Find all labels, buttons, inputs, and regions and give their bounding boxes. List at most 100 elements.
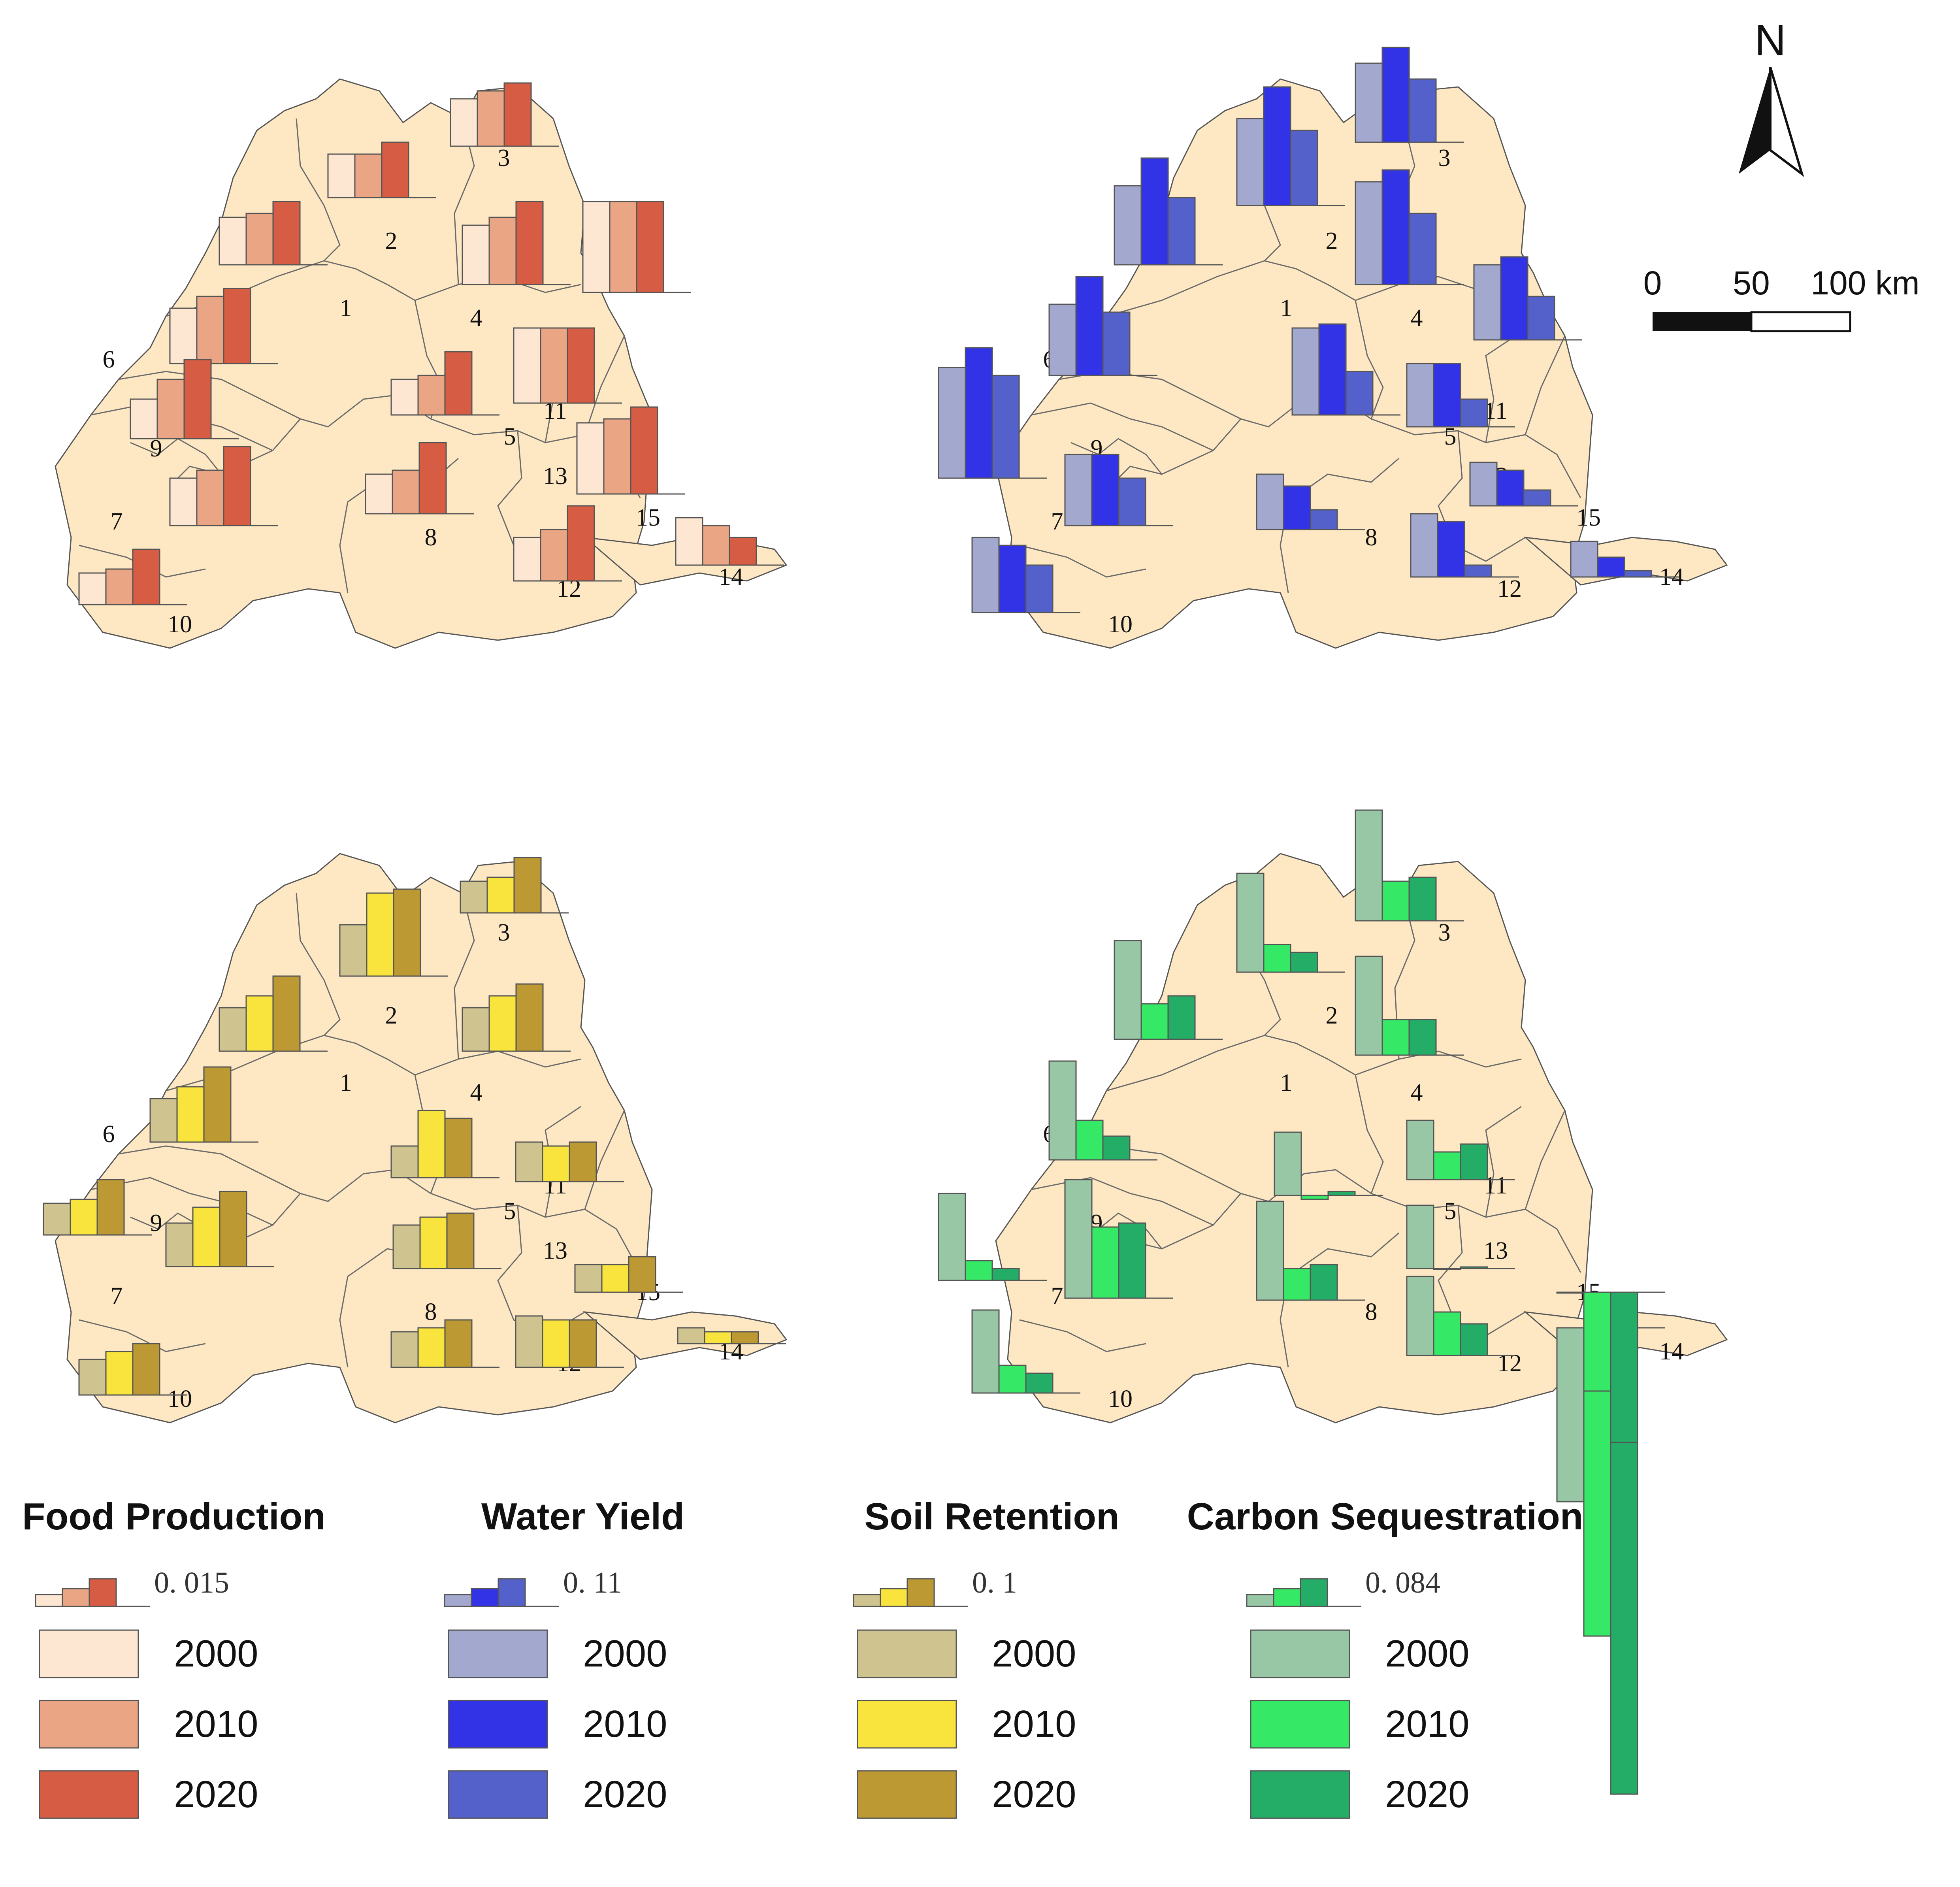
bar-group-region-11 — [513, 327, 622, 404]
bar-food-region-4-2000 — [462, 224, 490, 285]
bar-soil-region-9-2020 — [219, 1191, 247, 1267]
region-label-8: 8 — [1365, 1299, 1378, 1325]
legend-scale-bar-2010 — [62, 1588, 90, 1607]
bar-water-region-5-2010 — [1318, 323, 1347, 416]
bar-soil-region-2-2000 — [339, 924, 368, 977]
bar-carbon-region-6-2010 — [1075, 1120, 1104, 1161]
bar-water-region-12-2000 — [1410, 513, 1438, 578]
bar-water-region-2-2000 — [1236, 118, 1265, 206]
bar-water-region-5-2000 — [1291, 327, 1320, 416]
bar-group-region-8 — [1256, 473, 1365, 530]
legend-year-2020: 2020 — [583, 1773, 667, 1815]
bar-water-region-7-2020 — [991, 375, 1020, 479]
bar-soil-region-13-2020 — [444, 1319, 473, 1368]
bar-food-region-13-2020 — [636, 201, 664, 293]
legend-year-2000: 2000 — [992, 1633, 1076, 1675]
bar-carbon-region-8-2010 — [1283, 1268, 1311, 1301]
bar-group-region-7 — [43, 1179, 152, 1236]
legend-year-2010: 2010 — [1385, 1703, 1470, 1745]
bar-water-region-10-2000 — [971, 537, 1000, 613]
legend-swatch-2000 — [39, 1629, 139, 1678]
bar-food-region-12-2010 — [540, 529, 568, 582]
bar-water-region-1-2000 — [1114, 185, 1142, 266]
bar-food-region-8-2000 — [365, 473, 393, 515]
district-border — [1438, 1205, 1526, 1337]
legend-scale-bar-2000 — [35, 1594, 63, 1607]
bar-food-region-1-2020 — [272, 201, 301, 266]
legend-year-2000: 2000 — [174, 1633, 258, 1675]
bar-water-region-14-2010 — [1597, 556, 1625, 578]
bar-group-region-6 — [1048, 1060, 1157, 1161]
region-label-15: 15 — [636, 504, 660, 531]
bar-carbon-region-3-2000 — [1355, 809, 1383, 922]
legend-scale-value: 0. 1 — [972, 1566, 1017, 1599]
bar-group-region-12 — [1406, 1276, 1515, 1356]
bar-carbon-region-11-2000 — [1406, 1120, 1434, 1180]
region-label-8: 8 — [425, 524, 437, 551]
bar-group-region-5 — [390, 351, 499, 416]
bar-soil-region-6-2010 — [176, 1086, 205, 1143]
region-label-5: 5 — [1444, 423, 1457, 450]
north-arrow-right-half — [1769, 67, 1804, 177]
region-label-9: 9 — [150, 435, 162, 462]
legend-scale-value: 0. 084 — [1365, 1566, 1440, 1599]
bar-water-region-10-2020 — [1025, 564, 1054, 613]
district-border — [118, 1145, 301, 1194]
bar-group-region-10 — [971, 1309, 1080, 1394]
bar-carbon-region-8-2020 — [1310, 1264, 1338, 1301]
bar-group-region-9 — [165, 1191, 274, 1267]
bar-food-region-9-2010 — [156, 379, 185, 439]
bar-carbon-region-15-2010 — [1583, 1291, 1611, 1392]
legend-carbon: Carbon Sequestration 0. 084 2000 2010 2020 — [1187, 1495, 1583, 1819]
legend-year-2000: 2000 — [583, 1633, 667, 1675]
bar-water-region-7-2010 — [965, 347, 993, 479]
bar-carbon-region-5-2000 — [1274, 1131, 1302, 1196]
region-label-1: 1 — [1280, 1069, 1293, 1096]
bar-group-region-11 — [1406, 1120, 1515, 1180]
legend-food: Food Production 0. 015 2000 2010 2020 — [22, 1495, 326, 1819]
district-border — [166, 1035, 581, 1091]
bar-food-region-15-2000 — [576, 422, 605, 495]
bar-group-region-7 — [938, 347, 1047, 479]
bar-soil-region-2-2020 — [393, 888, 421, 977]
district-border — [1280, 1232, 1399, 1368]
bar-soil-region-11-2010 — [542, 1145, 570, 1182]
bar-soil-region-7-2010 — [70, 1199, 98, 1236]
district-border — [1031, 402, 1214, 451]
region-label-5: 5 — [1444, 1198, 1457, 1225]
bar-group-region-14 — [677, 1327, 786, 1344]
region-label-10: 10 — [168, 611, 192, 638]
bar-group-region-1 — [1114, 940, 1223, 1040]
bar-water-region-12-2020 — [1464, 564, 1492, 578]
district-border — [1556, 454, 1581, 498]
region-label-3: 3 — [1438, 145, 1451, 172]
bar-group-region-13 — [1473, 256, 1582, 341]
bar-group-region-1 — [219, 975, 328, 1052]
bar-carbon-region-1-2000 — [1114, 940, 1142, 1040]
region-label-8: 8 — [1365, 524, 1378, 551]
bar-carbon-region-6-2020 — [1102, 1135, 1131, 1161]
district-border — [430, 1193, 617, 1230]
bar-carbon-region-2-2010 — [1263, 944, 1291, 973]
region-label-2: 2 — [385, 1002, 398, 1029]
bar-soil-region-7-2020 — [96, 1179, 125, 1236]
bar-carbon-region-3-2010 — [1381, 880, 1410, 922]
bar-group-region-2 — [1236, 86, 1345, 206]
legend-swatch-2010 — [448, 1700, 548, 1749]
bar-soil-region-10-2020 — [132, 1343, 160, 1396]
bar-group-region-14 — [1570, 541, 1679, 578]
bar-soil-region-2-2010 — [366, 892, 394, 977]
bar-group-region-13 — [582, 201, 691, 293]
region-label-14: 14 — [719, 564, 743, 590]
bar-group-region-15 — [574, 1256, 683, 1293]
bar-food-region-14-2020 — [729, 537, 757, 566]
region-label-13: 13 — [543, 463, 567, 490]
district-border — [1070, 438, 1163, 475]
region-label-10: 10 — [168, 1386, 192, 1412]
bar-water-region-10-2010 — [998, 545, 1027, 613]
bar-group-region-1 — [219, 201, 328, 266]
bar-group-region-15 — [576, 406, 685, 495]
bar-soil-region-14-2000 — [677, 1327, 705, 1344]
